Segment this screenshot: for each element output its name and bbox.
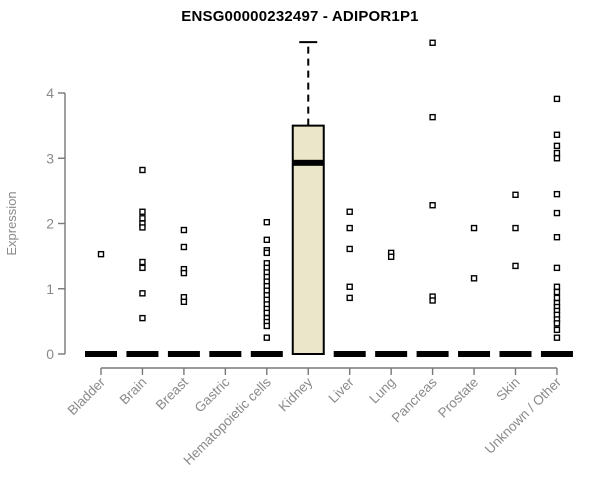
zero-median-bar — [250, 351, 283, 357]
zero-median-bar — [458, 351, 491, 357]
box-prostate — [458, 224, 491, 357]
zero-median-bar — [499, 351, 532, 357]
x-tick-label-liver: Liver — [326, 374, 358, 406]
outlier-point — [553, 209, 561, 217]
box-breast — [167, 226, 200, 357]
outlier-point — [263, 334, 270, 341]
outlier-point — [139, 166, 146, 174]
x-tick-label-gastric: Gastric — [192, 374, 233, 415]
outlier-point — [553, 288, 561, 296]
box-hematopoietic-cells — [250, 218, 283, 357]
zero-median-bar — [540, 351, 573, 357]
outlier-point — [97, 250, 105, 258]
outlier-point — [553, 131, 561, 138]
x-tick-label-bladder: Bladder — [65, 374, 109, 418]
outlier-point — [180, 243, 188, 251]
outlier-point — [139, 290, 146, 297]
outlier-point — [346, 283, 353, 290]
outlier-point — [263, 322, 270, 330]
outlier-point — [139, 264, 146, 272]
outlier-point — [263, 236, 270, 244]
box-pancreas — [416, 39, 449, 357]
outlier-point — [553, 234, 561, 241]
box-brain — [126, 166, 159, 357]
outlier-point — [429, 39, 436, 46]
zero-median-bar — [126, 351, 159, 357]
outlier-point — [346, 245, 353, 253]
outlier-point — [470, 224, 478, 232]
outlier-point — [553, 326, 561, 334]
outlier-point — [470, 275, 478, 282]
outlier-point — [553, 155, 561, 162]
outlier-point — [553, 142, 561, 150]
outlier-point — [139, 258, 146, 266]
outlier-point — [512, 224, 519, 232]
box-bladder — [85, 250, 117, 357]
outlier-point — [429, 113, 436, 121]
outlier-point — [553, 190, 561, 198]
x-tick-label-lung: Lung — [366, 375, 398, 407]
y-tick-label: 4 — [46, 85, 54, 101]
zero-median-bar — [416, 351, 449, 357]
outlier-point — [346, 294, 353, 302]
outlier-point — [263, 218, 270, 226]
y-tick-label: 0 — [46, 346, 54, 362]
outlier-point — [263, 249, 270, 257]
outlier-point — [346, 224, 353, 232]
box-gastric — [209, 351, 242, 357]
x-tick-label-brain: Brain — [117, 375, 150, 408]
zero-median-bar — [167, 351, 200, 357]
outlier-point — [180, 226, 188, 234]
outlier-point — [180, 298, 188, 305]
outlier-point — [553, 334, 561, 341]
chart-title: ENSG00000232497 - ADIPOR1P1 — [181, 8, 419, 25]
box-lung — [375, 249, 408, 357]
outlier-point — [553, 264, 561, 272]
box-kidney — [291, 41, 325, 355]
box-skin — [499, 191, 532, 357]
outlier-point — [180, 269, 188, 277]
box-unknown-other — [540, 95, 573, 357]
outlier-point — [553, 294, 561, 302]
outlier-point — [139, 314, 146, 322]
zero-median-bar — [209, 351, 242, 357]
zero-median-bar — [333, 351, 366, 357]
outlier-point — [263, 309, 270, 317]
outlier-point — [553, 149, 561, 157]
y-tick-label: 1 — [46, 281, 54, 297]
y-tick-label: 3 — [46, 150, 54, 166]
outlier-point — [512, 191, 519, 198]
y-axis-label: Expression — [4, 191, 19, 255]
outlier-point — [346, 208, 353, 215]
outlier-point — [139, 208, 146, 215]
outlier-point — [429, 202, 436, 209]
x-tick-label-skin: Skin — [493, 375, 522, 404]
x-tick-label-breast: Breast — [153, 374, 191, 412]
x-tick-label-unknown-other: Unknown / Other — [482, 374, 565, 457]
box-liver — [333, 208, 366, 357]
outlier-point — [387, 253, 395, 260]
outlier-point — [429, 297, 436, 304]
x-tick-label-pancreas: Pancreas — [389, 374, 440, 425]
outlier-point — [139, 224, 146, 231]
outlier-point — [553, 283, 561, 290]
outlier-point — [512, 262, 519, 270]
y-axis: 0 1 2 3 4 Expression — [4, 85, 66, 362]
outlier-point — [553, 95, 561, 103]
outlier-point — [139, 215, 146, 222]
median-line — [292, 159, 324, 166]
zero-median-bar — [85, 351, 117, 357]
zero-median-bar — [375, 351, 408, 357]
y-tick-label: 2 — [46, 216, 54, 232]
x-tick-label-kidney: Kidney — [276, 374, 316, 414]
x-tick-label-prostate: Prostate — [435, 375, 481, 421]
outlier-point — [553, 320, 561, 327]
